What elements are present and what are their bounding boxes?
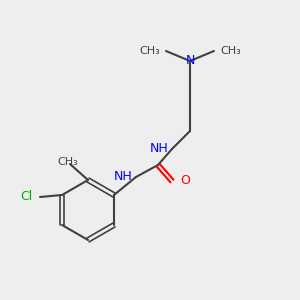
Text: O: O (180, 175, 190, 188)
Text: CH₃: CH₃ (58, 157, 78, 167)
Text: NH: NH (150, 142, 169, 155)
Text: Cl: Cl (20, 190, 32, 203)
Text: N: N (185, 55, 195, 68)
Text: CH₃: CH₃ (139, 46, 160, 56)
Text: NH: NH (114, 170, 133, 184)
Text: CH₃: CH₃ (220, 46, 241, 56)
